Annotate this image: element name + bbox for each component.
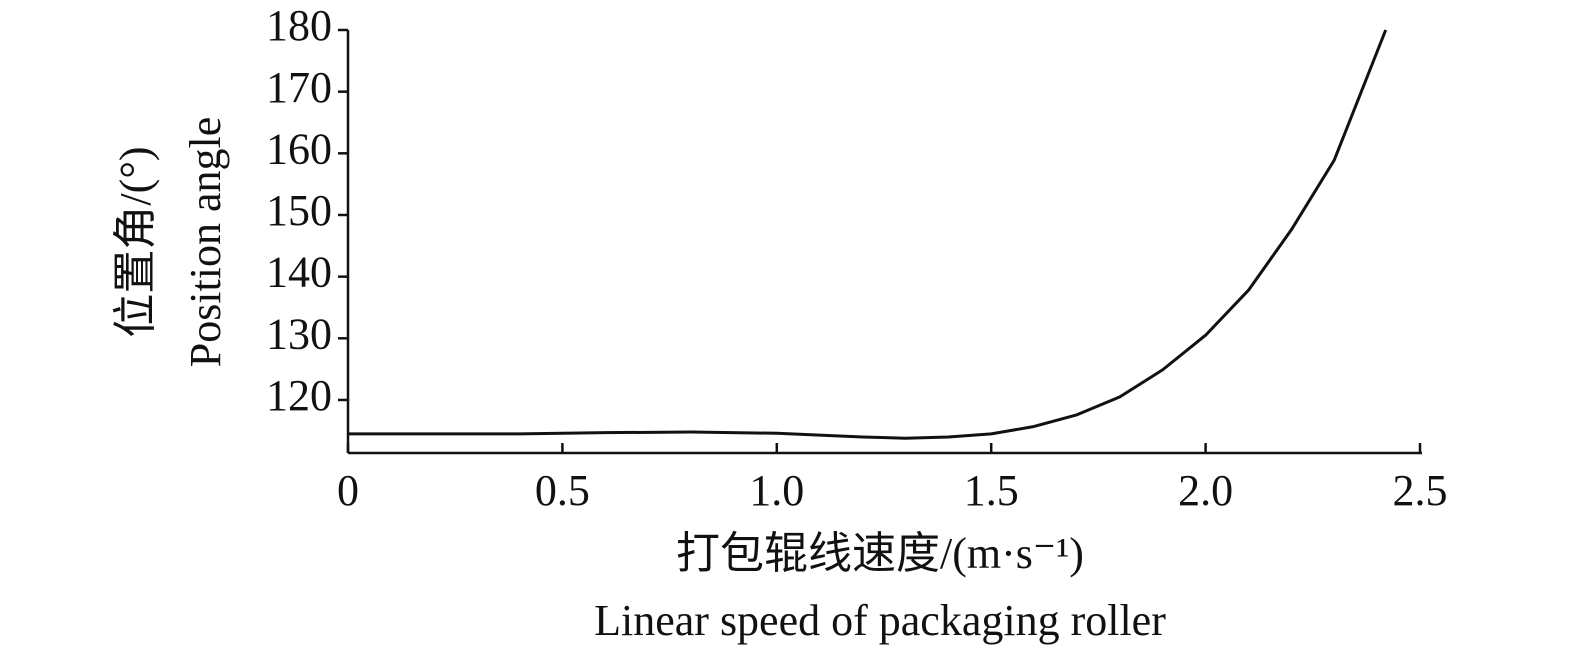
y-tick-label: 180 <box>266 1 332 50</box>
line-series <box>348 29 1388 440</box>
x-tick-label: 0 <box>337 466 359 515</box>
y-tick-label: 120 <box>266 371 332 420</box>
y-tick-label: 140 <box>266 248 332 297</box>
y-axis-label: 位置角/(°) <box>111 146 160 337</box>
x-tick-label: 1.0 <box>749 466 804 515</box>
x-tick-label: 2.0 <box>1178 466 1233 515</box>
x-axis-label: 打包辊线速度/(m·s⁻¹) <box>676 529 1084 578</box>
y-tick-label: 150 <box>266 186 332 235</box>
x-tick-label: 0.5 <box>535 466 590 515</box>
y-axis-label: Position angle <box>181 117 230 368</box>
x-tick-label: 2.5 <box>1393 466 1448 515</box>
y-tick-label: 130 <box>266 309 332 358</box>
x-tick-label: 1.5 <box>964 466 1019 515</box>
y-tick-label: 160 <box>266 124 332 173</box>
x-axis-label: Linear speed of packaging roller <box>594 596 1166 645</box>
y-tick-label: 170 <box>266 63 332 112</box>
